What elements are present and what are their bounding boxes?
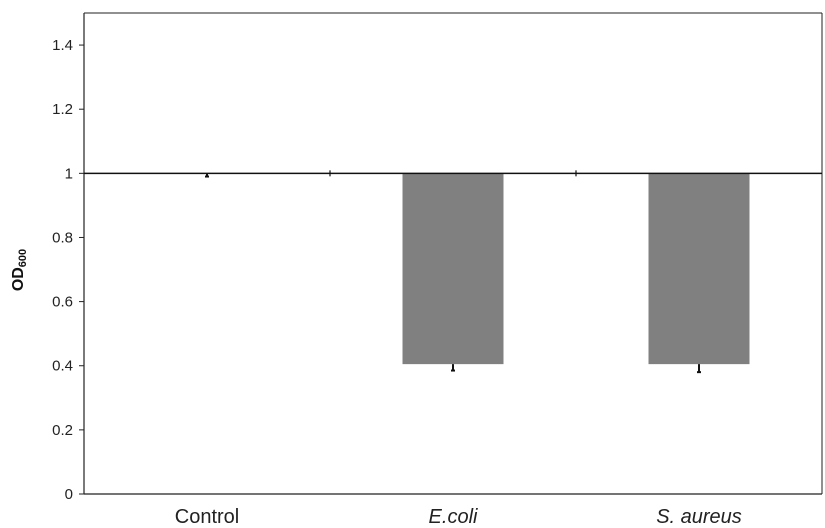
x-category-label: S. aureus — [656, 506, 742, 528]
y-tick-label: 1.4 — [52, 37, 73, 54]
y-tick-label: 0.6 — [52, 294, 73, 311]
y-tick-label: 1.2 — [52, 101, 73, 118]
y-tick-label: 0.2 — [52, 422, 73, 439]
y-tick-label: 0.4 — [52, 358, 73, 375]
plot-area: 0 0.2 0.4 0.6 0.8 1 1.2 1.4 Control E.coli S. aure… — [52, 12, 823, 528]
y-axis-label: OD600 — [10, 249, 29, 291]
y-axis-label-subscript: 600 — [17, 249, 29, 267]
bar-s-aureus — [648, 173, 750, 365]
x-category-label: Control — [175, 506, 239, 528]
y-axis-label-main: OD — [10, 267, 27, 291]
y-tick-label: 0.8 — [52, 229, 73, 246]
y-tick-label: 1 — [65, 165, 73, 182]
y-tick-label: 0 — [65, 486, 73, 503]
bar-e-coli — [402, 173, 504, 365]
x-category-label: E.coli — [429, 506, 478, 528]
